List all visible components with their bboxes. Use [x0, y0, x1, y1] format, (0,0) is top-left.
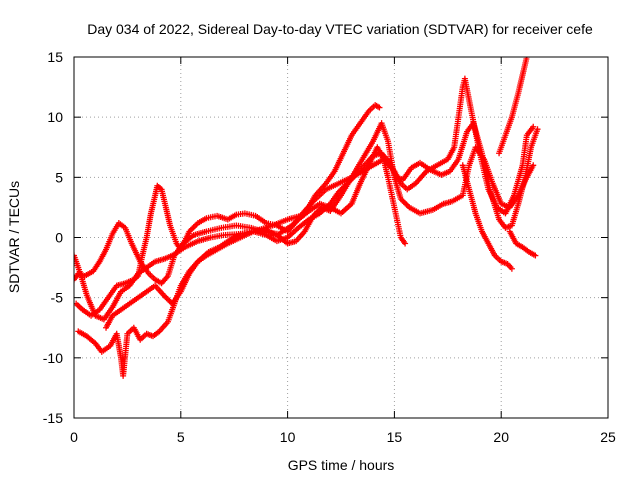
y-tick-label: -5 — [51, 290, 64, 306]
x-tick-label: 20 — [493, 429, 509, 445]
y-tick-label: 5 — [55, 169, 63, 185]
series-arc-5 — [103, 120, 541, 331]
data-point — [530, 162, 537, 169]
data-point — [376, 104, 383, 111]
series-arc-3 — [75, 120, 537, 379]
axis-layer: 0 5 10 15 20 25 -15 -10 -5 0 5 10 15 — [43, 49, 616, 445]
data-point — [508, 265, 515, 272]
data-point — [534, 126, 541, 133]
y-tick-label: 10 — [47, 109, 63, 125]
data-point — [74, 252, 77, 259]
x-tick-label: 5 — [177, 429, 185, 445]
data-point — [523, 57, 530, 60]
chart-title: Day 034 of 2022, Sidereal Day-to-day VTE… — [87, 21, 593, 37]
x-tick-label: 10 — [280, 429, 296, 445]
x-tick-label: 0 — [70, 429, 78, 445]
data-point — [532, 252, 539, 259]
data-layer — [74, 57, 541, 379]
y-tick-label: -10 — [43, 350, 63, 366]
y-tick-label: 0 — [55, 230, 63, 246]
y-tick-label: 15 — [47, 49, 63, 65]
series-arc-7 — [506, 228, 539, 259]
series-arc-6 — [459, 162, 515, 272]
x-axis-label: GPS time / hours — [288, 457, 395, 473]
y-tick-label: -15 — [43, 410, 63, 426]
x-tick-label: 25 — [600, 429, 616, 445]
data-point — [402, 240, 409, 247]
series-arc-8 — [496, 57, 530, 157]
y-axis-label: SDTVAR / TECUs — [6, 181, 22, 293]
x-tick-label: 15 — [387, 429, 403, 445]
data-point — [530, 123, 537, 130]
data-point — [74, 276, 77, 283]
plot-frame — [73, 56, 609, 419]
